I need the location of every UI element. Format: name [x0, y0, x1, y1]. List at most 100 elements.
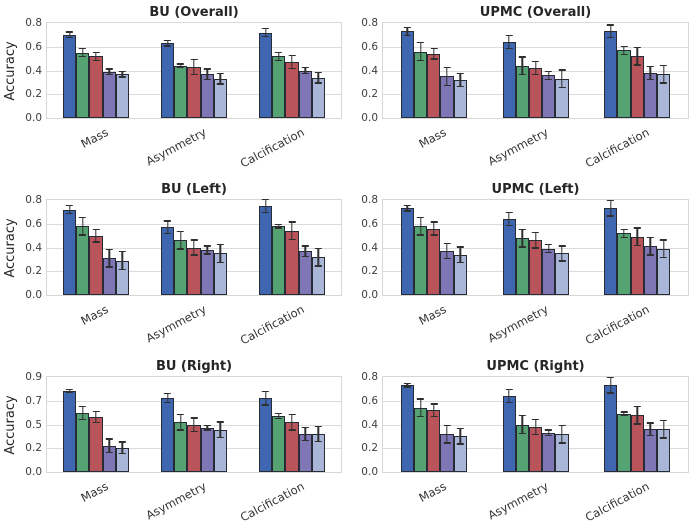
plot-area: Accuracy 0.0 0.2 0.4 0.6 0.8 Mass Asymmetry Cal…	[3, 194, 342, 347]
chart-title: BU (Left)	[161, 182, 227, 197]
bar-group	[259, 377, 326, 472]
bar-group	[161, 200, 228, 295]
bar-slot	[174, 377, 188, 472]
subplot-bu-left: BU (Left) Accuracy 0.0 0.2 0.4 0.6 0.8 Mass As…	[0, 177, 349, 354]
x-tick-label: Calcification	[237, 479, 307, 525]
y-tick-label: 0.0	[361, 289, 378, 301]
error-bar	[166, 220, 169, 235]
error-bar	[219, 72, 222, 85]
error-bar	[649, 65, 652, 80]
bar	[272, 416, 286, 472]
error-bar	[278, 412, 280, 420]
bar	[76, 412, 90, 472]
bar-slot	[298, 23, 312, 118]
bar-slot	[555, 377, 569, 472]
error-bar	[166, 39, 169, 47]
bar-slot	[89, 23, 103, 118]
bar-slot	[89, 377, 103, 472]
error-bar	[278, 51, 280, 61]
error-bar	[433, 47, 435, 60]
chart-title: UPMC (Right)	[486, 359, 585, 374]
bar-slot	[643, 200, 657, 295]
x-tick-label: Mass	[416, 302, 449, 328]
bar	[272, 56, 286, 118]
chart-title: UPMC (Left)	[491, 182, 580, 197]
error-bar	[662, 239, 665, 259]
bar-slot	[272, 377, 286, 472]
bar-group	[259, 198, 326, 295]
bar-slot	[259, 377, 273, 472]
bar-group	[259, 23, 326, 118]
error-bar	[264, 198, 267, 214]
error-bar	[193, 58, 195, 76]
bar-slot	[174, 200, 188, 295]
bar	[259, 398, 273, 472]
bar-slot	[604, 200, 618, 295]
error-bar	[446, 66, 448, 86]
bar-slot	[414, 23, 428, 118]
error-bar	[264, 390, 267, 406]
x-tick-label: Calcification	[237, 125, 307, 171]
bar	[427, 53, 441, 118]
error-bar	[548, 429, 550, 437]
bar-slot	[502, 200, 516, 295]
y-tick-label: 0.4	[361, 418, 378, 431]
bar-slot	[542, 377, 556, 472]
error-bar	[166, 392, 169, 404]
y-tick-label: 0.6	[361, 40, 378, 53]
bar-group	[400, 23, 467, 118]
error-bar	[206, 68, 208, 80]
error-bar	[649, 236, 652, 256]
y-tick-label: 0.0	[361, 466, 378, 478]
bar	[414, 51, 428, 118]
bar	[400, 31, 415, 118]
bar-slot	[440, 377, 454, 472]
error-bar	[304, 426, 306, 442]
bar-slot	[528, 377, 543, 472]
gridline	[47, 223, 341, 225]
error-bar	[95, 410, 97, 424]
bar-slot	[453, 23, 467, 118]
bar-slot	[502, 23, 516, 118]
bar	[542, 75, 556, 118]
plot-area: 0.0 0.2 0.4 0.6 0.8 Mass Asymmetry Calcificatio…	[361, 17, 689, 170]
error-bar	[95, 228, 97, 243]
error-bar	[446, 424, 448, 444]
bar-slot	[400, 200, 415, 295]
error-bar	[406, 26, 409, 37]
bar-slot	[427, 200, 441, 295]
bar-slot	[414, 377, 428, 472]
bar-slot	[515, 23, 529, 118]
bar	[502, 42, 516, 118]
bar	[62, 34, 77, 118]
bar-slot	[453, 377, 467, 472]
bar-slot	[285, 200, 299, 295]
error-bar	[304, 66, 306, 75]
error-bar	[649, 422, 652, 437]
x-tick-label: Calcification	[582, 125, 652, 171]
bar-slot	[311, 377, 326, 472]
y-tick-label: 0.8	[361, 371, 378, 383]
y-axis-label: Accuracy	[3, 40, 18, 101]
error-bar	[291, 55, 293, 70]
error-bar	[121, 441, 124, 455]
y-tick-label: 0.0	[25, 466, 42, 478]
bar-slot	[502, 377, 516, 472]
gridline	[47, 400, 341, 402]
bar-slot	[259, 23, 273, 118]
y-tick-label: 0.8	[361, 17, 378, 29]
bar	[200, 427, 214, 472]
bar	[414, 407, 428, 472]
y-axis-label: Accuracy	[3, 394, 18, 455]
y-tick-label: 0.4	[25, 241, 42, 254]
gridline	[383, 400, 688, 402]
x-tick-label: Asymmetry	[485, 125, 551, 169]
error-bar	[419, 398, 422, 418]
bar	[400, 208, 415, 295]
bar-slot	[542, 200, 556, 295]
bar-slot	[76, 377, 90, 472]
bar-slot	[427, 23, 441, 118]
bar-group	[400, 377, 467, 472]
y-tick-label: 0.4	[25, 64, 42, 77]
